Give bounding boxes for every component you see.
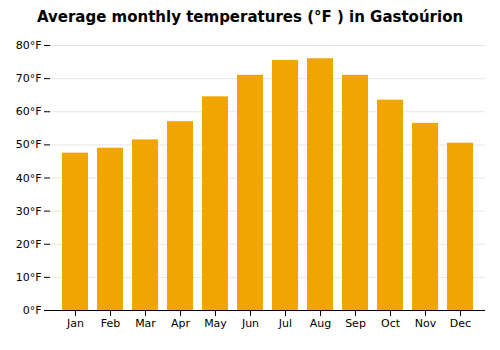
svg-text:30°F: 30°F [16,205,42,218]
svg-text:40°F: 40°F [16,172,42,185]
svg-text:Apr: Apr [171,317,191,330]
svg-text:Jan: Jan [66,317,84,330]
svg-text:60°F: 60°F [16,105,42,118]
svg-text:Sep: Sep [345,317,366,330]
svg-text:Feb: Feb [101,317,120,330]
html-text:Average monthly temperatures (: Average monthly temperatures (°F ) in Ga… [36,8,464,26]
svg-text:80°F: 80°F [16,39,42,52]
svg-text:50°F: 50°F [16,138,42,151]
svg-text:20°F: 20°F [16,238,42,251]
svg-text:Jul: Jul [278,317,292,330]
svg-text:Dec: Dec [450,317,471,330]
svg-text:70°F: 70°F [16,72,42,85]
svg-text:Mar: Mar [135,317,156,330]
svg-text:Jun: Jun [241,317,259,330]
svg-text:Oct: Oct [381,317,401,330]
svg-text:Aug: Aug [310,317,331,330]
svg-text:Nov: Nov [415,317,437,330]
svg-text:0°F: 0°F [23,304,42,317]
svg-text:May: May [204,317,227,330]
svg-text:10°F: 10°F [16,271,42,284]
